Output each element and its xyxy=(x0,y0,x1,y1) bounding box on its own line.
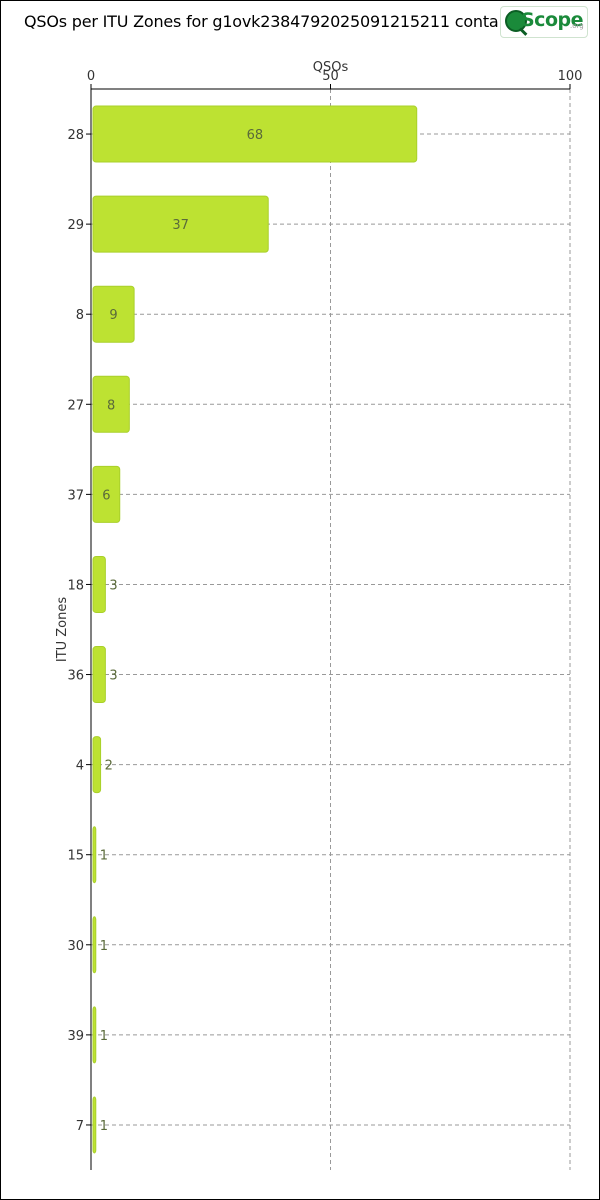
bar-zone-37 xyxy=(92,465,121,523)
bar-value-label: 1 xyxy=(100,1029,108,1044)
bar-zone-15 xyxy=(92,826,97,884)
x-tick-label: 100 xyxy=(558,69,583,84)
bar-zone-29 xyxy=(92,195,269,253)
y-category-label: 18 xyxy=(67,578,84,593)
bar-value-label: 1 xyxy=(100,939,108,954)
x-axis-title: QSOs xyxy=(313,60,349,75)
bar-value-label: 68 xyxy=(247,128,264,143)
y-category-label: 8 xyxy=(76,308,84,323)
y-category-label: 37 xyxy=(67,488,84,503)
bar-zone-18 xyxy=(92,555,106,613)
y-category-label: 4 xyxy=(76,759,84,774)
bar-value-label: 3 xyxy=(109,578,117,593)
bar-value-label: 6 xyxy=(102,488,110,503)
bar-zone-8 xyxy=(92,285,135,343)
bars: 68 37 9 8 6 3 3 2 1 1 1 1 xyxy=(92,105,418,1154)
bar-value-label: 3 xyxy=(109,669,117,684)
bar-zone-4 xyxy=(92,736,102,794)
y-category-label: 27 xyxy=(67,398,84,413)
logo-text: Scope xyxy=(521,9,584,31)
bar-value-label: 1 xyxy=(100,849,108,864)
y-category-label: 15 xyxy=(67,849,84,864)
x-tick-label: 50 xyxy=(322,69,339,84)
y-category-label: 29 xyxy=(67,218,84,233)
y-category-label: 28 xyxy=(67,128,84,143)
logo-suffix: .org xyxy=(570,22,584,30)
bar-zone-28 xyxy=(92,105,418,163)
y-category-label: 7 xyxy=(76,1119,84,1134)
bar-value-label: 1 xyxy=(100,1119,108,1134)
bar-value-label: 2 xyxy=(105,759,113,774)
x-tick-label: 0 xyxy=(87,69,95,84)
bar-zone-27 xyxy=(92,375,130,433)
chart-title: QSOs per ITU Zones for g1ovk238479202509… xyxy=(24,12,533,31)
bar-zone-39 xyxy=(92,1006,97,1064)
qscope-logo[interactable]: Scope .org xyxy=(500,6,588,38)
y-category-label: 36 xyxy=(67,669,84,684)
y-category-label: 39 xyxy=(67,1029,84,1044)
bar-value-label: 8 xyxy=(107,398,115,413)
bar-value-label: 9 xyxy=(109,308,117,323)
bar-zone-7 xyxy=(92,1096,97,1154)
bar-zone-36 xyxy=(92,646,106,704)
y-category-label: 30 xyxy=(67,939,84,954)
y-axis-title: ITU Zones xyxy=(55,597,70,663)
magnifier-icon xyxy=(505,10,527,32)
bar-zone-30 xyxy=(92,916,97,974)
bar-value-label: 37 xyxy=(172,218,189,233)
